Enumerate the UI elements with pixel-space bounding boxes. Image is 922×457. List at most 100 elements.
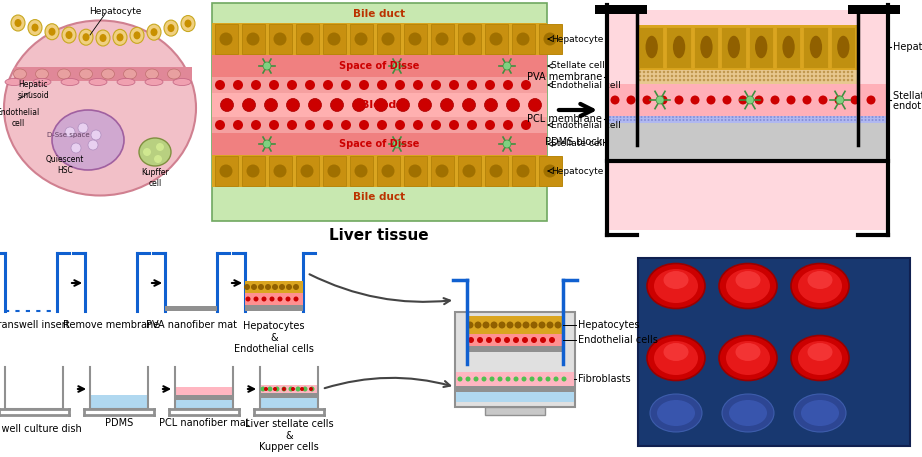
Bar bbox=[269, 24, 292, 54]
Text: Endothelial
cell: Endothelial cell bbox=[0, 108, 40, 128]
Bar bbox=[14, 67, 192, 81]
Ellipse shape bbox=[826, 116, 828, 118]
Ellipse shape bbox=[687, 79, 690, 81]
Ellipse shape bbox=[868, 116, 870, 118]
Ellipse shape bbox=[719, 264, 777, 308]
Ellipse shape bbox=[766, 116, 769, 118]
Ellipse shape bbox=[522, 337, 528, 343]
Ellipse shape bbox=[658, 116, 660, 118]
Ellipse shape bbox=[784, 116, 786, 118]
Ellipse shape bbox=[815, 71, 817, 73]
Ellipse shape bbox=[251, 120, 261, 130]
Ellipse shape bbox=[215, 120, 225, 130]
Ellipse shape bbox=[395, 120, 405, 130]
Ellipse shape bbox=[777, 119, 779, 121]
Bar bbox=[431, 24, 454, 54]
Ellipse shape bbox=[759, 75, 762, 77]
Ellipse shape bbox=[822, 75, 825, 77]
Ellipse shape bbox=[670, 71, 673, 73]
Ellipse shape bbox=[491, 322, 498, 329]
Bar bbox=[468, 334, 562, 346]
Bar bbox=[595, 5, 647, 14]
Ellipse shape bbox=[686, 116, 688, 118]
Ellipse shape bbox=[641, 119, 643, 121]
Ellipse shape bbox=[682, 116, 684, 118]
Ellipse shape bbox=[309, 99, 322, 112]
Bar bbox=[608, 116, 887, 123]
Ellipse shape bbox=[827, 79, 829, 81]
Bar bbox=[323, 156, 346, 186]
Ellipse shape bbox=[691, 75, 693, 77]
Ellipse shape bbox=[301, 32, 313, 46]
Bar bbox=[212, 155, 547, 187]
Ellipse shape bbox=[490, 32, 502, 46]
Ellipse shape bbox=[725, 116, 727, 118]
Ellipse shape bbox=[815, 119, 818, 121]
Ellipse shape bbox=[523, 322, 529, 329]
Ellipse shape bbox=[665, 119, 667, 121]
Ellipse shape bbox=[286, 284, 292, 290]
Ellipse shape bbox=[875, 119, 877, 121]
Ellipse shape bbox=[819, 71, 822, 73]
Ellipse shape bbox=[784, 119, 786, 121]
Ellipse shape bbox=[771, 79, 774, 81]
Ellipse shape bbox=[809, 119, 810, 121]
Ellipse shape bbox=[65, 127, 75, 137]
Text: Space of Disse: Space of Disse bbox=[338, 61, 420, 71]
Ellipse shape bbox=[269, 297, 275, 302]
Ellipse shape bbox=[663, 71, 666, 73]
Ellipse shape bbox=[258, 284, 264, 290]
Ellipse shape bbox=[468, 337, 474, 343]
Text: endothelial cells: endothelial cells bbox=[893, 101, 922, 111]
Ellipse shape bbox=[173, 79, 191, 85]
Ellipse shape bbox=[246, 32, 259, 46]
Ellipse shape bbox=[498, 377, 502, 382]
Ellipse shape bbox=[822, 119, 824, 121]
Ellipse shape bbox=[269, 80, 279, 90]
Bar bbox=[638, 25, 857, 70]
Ellipse shape bbox=[667, 75, 669, 77]
Ellipse shape bbox=[719, 79, 721, 81]
Ellipse shape bbox=[699, 79, 702, 81]
Ellipse shape bbox=[663, 75, 666, 77]
Ellipse shape bbox=[516, 32, 529, 46]
Ellipse shape bbox=[751, 71, 753, 73]
Ellipse shape bbox=[309, 387, 313, 391]
Ellipse shape bbox=[679, 79, 681, 81]
Ellipse shape bbox=[327, 165, 340, 177]
Ellipse shape bbox=[836, 116, 838, 118]
Text: Hepatocyte: Hepatocyte bbox=[551, 34, 603, 43]
Ellipse shape bbox=[810, 79, 813, 81]
Ellipse shape bbox=[100, 34, 107, 42]
Bar bbox=[468, 346, 562, 352]
Ellipse shape bbox=[323, 80, 333, 90]
Ellipse shape bbox=[679, 75, 681, 77]
Ellipse shape bbox=[749, 116, 751, 118]
Ellipse shape bbox=[274, 165, 287, 177]
Ellipse shape bbox=[549, 337, 555, 343]
Ellipse shape bbox=[771, 71, 774, 73]
Ellipse shape bbox=[676, 119, 678, 121]
Ellipse shape bbox=[699, 71, 702, 73]
Ellipse shape bbox=[840, 116, 842, 118]
Bar bbox=[261, 393, 317, 398]
Text: Liver tissue: Liver tissue bbox=[329, 228, 429, 244]
Ellipse shape bbox=[777, 116, 779, 118]
Bar bbox=[693, 27, 718, 68]
Ellipse shape bbox=[4, 21, 196, 196]
Ellipse shape bbox=[538, 377, 542, 382]
Ellipse shape bbox=[616, 116, 618, 118]
Ellipse shape bbox=[695, 71, 697, 73]
Ellipse shape bbox=[408, 165, 421, 177]
Ellipse shape bbox=[786, 96, 796, 105]
Ellipse shape bbox=[743, 79, 745, 81]
Ellipse shape bbox=[91, 130, 101, 140]
Ellipse shape bbox=[728, 119, 730, 121]
Ellipse shape bbox=[354, 32, 368, 46]
Ellipse shape bbox=[752, 116, 754, 118]
Ellipse shape bbox=[658, 119, 660, 121]
Ellipse shape bbox=[514, 322, 522, 329]
Ellipse shape bbox=[774, 119, 775, 121]
Ellipse shape bbox=[795, 75, 798, 77]
Ellipse shape bbox=[300, 387, 304, 391]
